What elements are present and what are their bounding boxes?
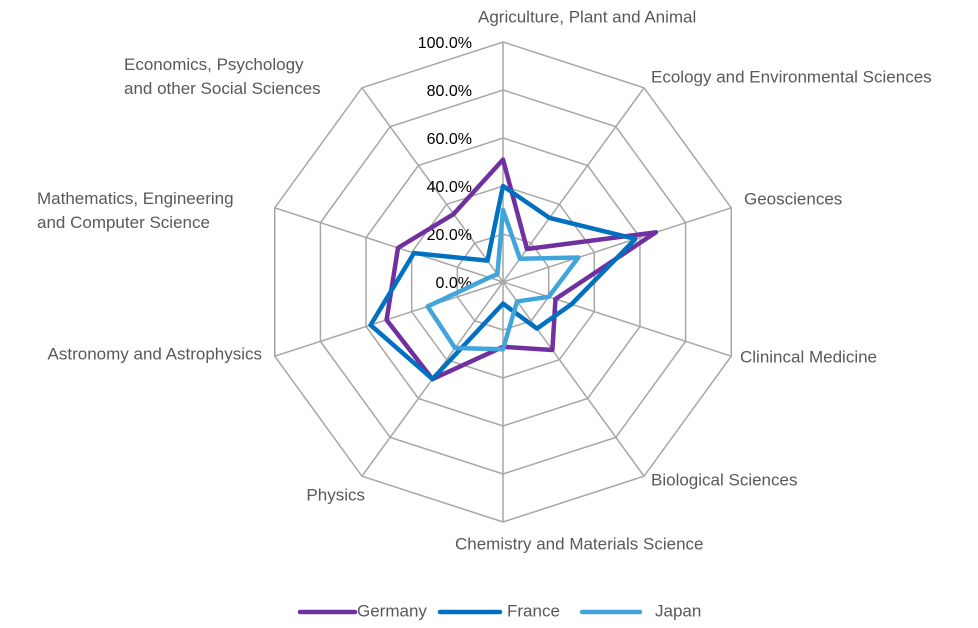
legend-item: France <box>437 601 560 620</box>
spoke <box>274 207 504 283</box>
category-label: Economics, Psychology and other Social Sc… <box>124 55 321 98</box>
category-label: Mathematics, Engineering and Computer Sci… <box>37 189 234 232</box>
tick-label: 20.0% <box>427 227 472 244</box>
category-label: Astronomy and Astrophysics <box>48 344 262 363</box>
category-label: Biological Sciences <box>651 470 797 489</box>
tick-label: 100.0% <box>418 35 472 52</box>
tick-label: 80.0% <box>427 83 472 100</box>
spoke <box>502 207 732 283</box>
spoke <box>502 281 732 357</box>
tick-label: 60.0% <box>427 131 472 148</box>
series-line <box>368 183 638 382</box>
series-line <box>425 207 581 352</box>
legend-label: France <box>507 601 560 620</box>
spoke <box>361 87 504 283</box>
category-label: Physics <box>306 485 365 504</box>
category-label: Agriculture, Plant and Animal <box>478 7 696 26</box>
category-label: Clinincal Medicine <box>740 347 877 366</box>
spoke <box>502 281 645 477</box>
legend-label: Japan <box>655 601 701 620</box>
legend-item: Japan <box>579 601 701 620</box>
category-label: Chemistry and Materials Science <box>455 534 703 553</box>
category-label: Ecology and Environmental Sciences <box>651 67 932 86</box>
category-label: Geosciences <box>744 189 842 208</box>
tick-label: 40.0% <box>427 179 472 196</box>
legend-label: Germany <box>357 601 427 620</box>
legend-item: Germany <box>297 601 427 620</box>
